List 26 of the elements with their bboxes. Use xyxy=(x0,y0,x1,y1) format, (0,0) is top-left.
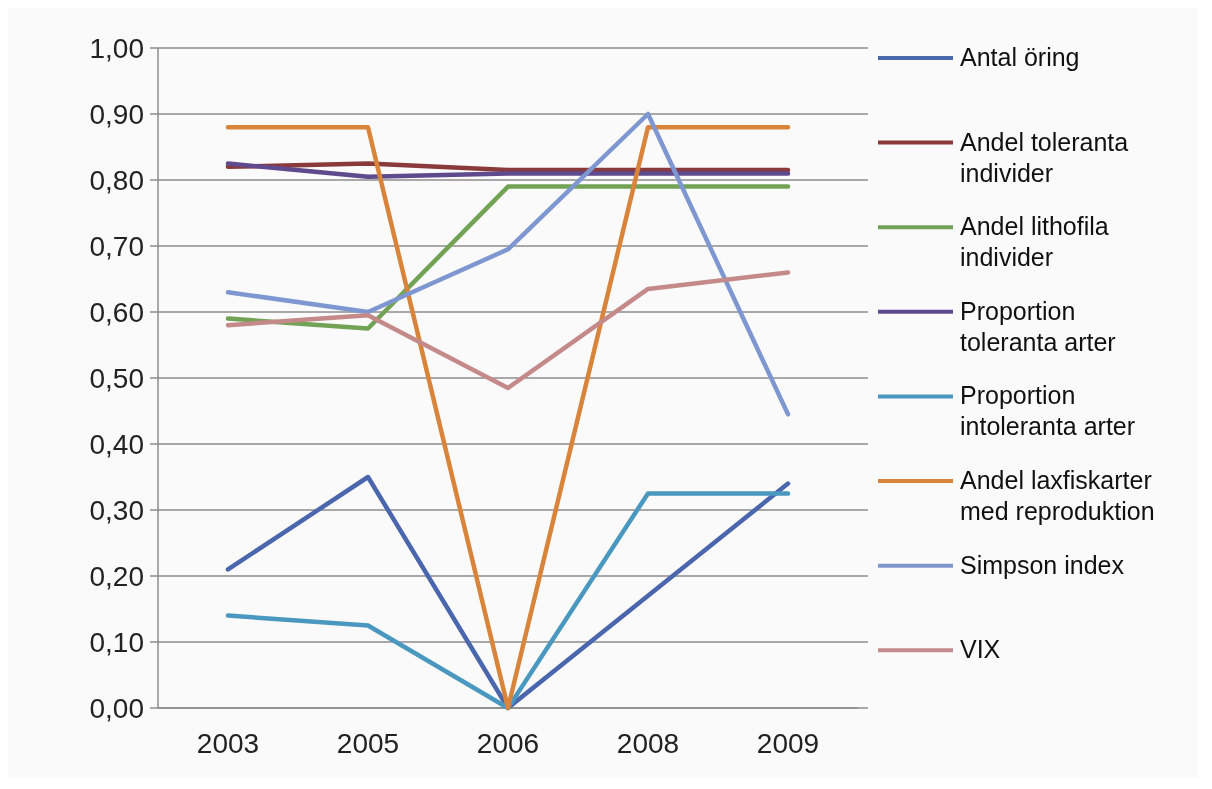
y-tick-label: 1,00 xyxy=(89,32,144,64)
y-tick-label: 0,50 xyxy=(89,362,144,394)
y-tick-label: 0,20 xyxy=(89,560,144,592)
line-series xyxy=(225,111,791,417)
x-tick-label: 2008 xyxy=(616,728,680,759)
y-tick-label: 0,00 xyxy=(89,692,144,724)
legend-label: Andel lithofila individer xyxy=(960,212,1109,272)
x-tick-label: 2009 xyxy=(756,728,820,759)
x-tick-label: 2005 xyxy=(336,728,400,759)
x-tick-label: 2006 xyxy=(476,728,540,759)
y-tick-label: 0,90 xyxy=(89,98,144,130)
legend-label: Simpson index xyxy=(960,550,1125,579)
y-tick-label: 0,30 xyxy=(89,494,144,526)
legend-label: VIX xyxy=(960,635,1001,664)
legend-label: Andel laxfiskarter med reproduktion xyxy=(960,466,1155,526)
legend-label: Proportion toleranta arter xyxy=(960,296,1116,356)
legend-label: Antal öring xyxy=(960,43,1080,71)
y-tick-label: 0,10 xyxy=(89,626,144,658)
y-tick-label: 0,70 xyxy=(89,230,144,262)
legend-label: Proportion intoleranta arter xyxy=(960,381,1136,441)
line-series xyxy=(225,270,791,391)
y-tick-label: 0,60 xyxy=(89,296,144,328)
x-tick-label: 2003 xyxy=(196,728,260,759)
y-tick-label: 0,40 xyxy=(89,428,144,460)
y-tick-label: 0,80 xyxy=(89,164,144,196)
legend-label: Andel toleranta individer xyxy=(960,127,1129,187)
